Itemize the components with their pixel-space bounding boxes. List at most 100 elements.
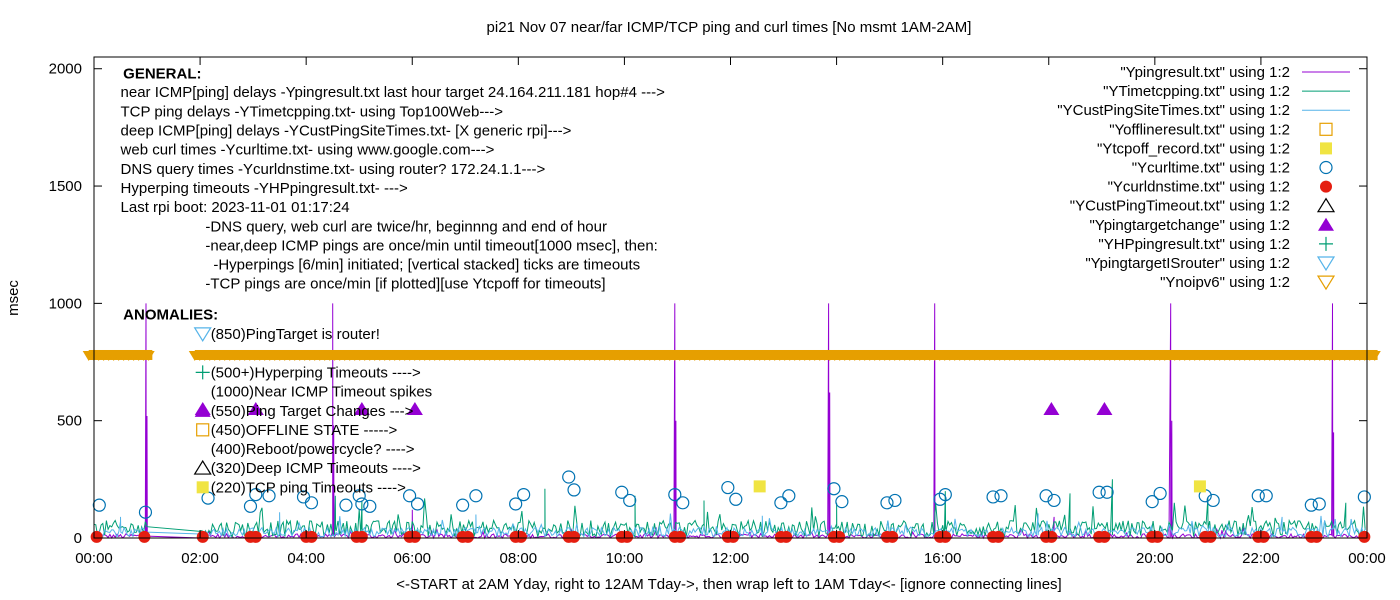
curl-point	[986, 490, 1000, 504]
curl-point	[676, 496, 690, 510]
dns-point	[90, 530, 103, 543]
noipv6-marker	[142, 350, 155, 361]
legend-label: "YCustPingTimeout.txt" using 1:2	[1070, 198, 1290, 215]
legend: "Ypingresult.txt" using 1:2 "YTimetcpping…	[1057, 64, 1350, 291]
dns-point	[1098, 530, 1111, 543]
dns-point	[408, 530, 421, 543]
target-change-point	[353, 401, 370, 415]
x-tick-label: 02:00	[181, 550, 219, 567]
curl-point	[1153, 486, 1167, 501]
target-change-point	[1096, 401, 1113, 415]
curl-point	[304, 496, 319, 510]
curl-point	[1206, 493, 1220, 508]
legend-swatch	[1319, 160, 1333, 175]
curl-point	[562, 470, 576, 484]
target-change-point	[406, 401, 423, 415]
dns-point	[674, 530, 687, 543]
annotation-text: -Hyperpings [6/min] initiated; [vertical…	[213, 257, 640, 274]
legend-swatch	[1318, 217, 1334, 231]
dns-point	[886, 530, 899, 543]
dns-point	[621, 530, 634, 543]
curl-point	[668, 487, 682, 502]
legend-label: "YHPpingresult.txt" using 1:2	[1098, 236, 1290, 253]
curl-point	[509, 497, 523, 511]
annotation-text: (850)PingTarget is router!	[211, 326, 380, 343]
legend-label: "YpingtargetISrouter" using 1:2	[1085, 255, 1290, 272]
dns-point	[249, 530, 262, 543]
dns-point	[1151, 530, 1164, 543]
curl-point	[888, 493, 902, 508]
dns-point	[138, 530, 151, 543]
x-tick-label: 00:00	[75, 550, 113, 567]
x-tick-label: 12:00	[712, 550, 750, 567]
x-tick-label: 00:00	[1348, 550, 1386, 567]
axes: 0 500 1000 1500 2000 00:00 02:00 04:00 06:00 08:0…	[49, 56, 1386, 567]
curl-point	[1259, 489, 1273, 503]
annotation-text: (450)OFFLINE STATE ----->	[211, 422, 398, 439]
curl-point	[1047, 493, 1061, 508]
tcp-timeout-point	[753, 480, 766, 493]
curl-point	[1251, 489, 1265, 503]
dns-point	[568, 530, 581, 543]
legend-swatch	[1316, 275, 1336, 291]
curl-point	[1092, 485, 1106, 499]
annotation-text: (550)Ping Target Changes --->	[211, 403, 414, 420]
annotation-text: -DNS query, web curl are twice/hr, begin…	[205, 218, 607, 235]
curl-point	[1312, 497, 1326, 511]
dns-point	[1204, 530, 1217, 543]
annotation-text: (500+)Hyperping Timeouts ---->	[211, 364, 421, 381]
annotation-marker	[193, 459, 212, 475]
curl-point	[92, 498, 106, 512]
dns-point	[780, 530, 793, 543]
curl-point	[456, 498, 470, 512]
legend-swatch	[1319, 236, 1333, 251]
y-axis-label: msec	[5, 280, 22, 316]
legend-label: "Ycurldnstime.txt" using 1:2	[1108, 179, 1290, 196]
noipv6-marker	[1368, 350, 1381, 361]
y-tick-label: 1500	[49, 178, 82, 195]
annotation-text: (320)Deep ICMP Timeouts ---->	[211, 460, 421, 477]
curl-point	[249, 487, 263, 502]
legend-label: "Ycurltime.txt" using 1:2	[1132, 160, 1290, 177]
annotation-text: near ICMP[ping] delays -Ypingresult.txt …	[121, 84, 666, 101]
x-tick-label: 18:00	[1030, 550, 1068, 567]
dns-point	[1358, 530, 1371, 543]
y-tick-label: 500	[57, 413, 82, 430]
curl-point	[1039, 489, 1053, 503]
dns-point	[727, 530, 740, 543]
dns-point	[305, 530, 318, 543]
annotation-text: web curl times -Ycurltime.txt- using www…	[120, 142, 495, 159]
dns-point	[1310, 530, 1323, 543]
curl-point	[938, 487, 952, 502]
x-tick-label: 14:00	[818, 550, 856, 567]
annotation-text: Last rpi boot: 2023-11-01 01:17:24	[121, 199, 350, 216]
curl-point	[782, 489, 796, 503]
curl-point	[880, 496, 894, 510]
annotation-text: GENERAL:	[123, 65, 201, 82]
curl-point	[994, 489, 1008, 503]
annotation-text: deep ICMP[ping] delays -YCustPingSiteTim…	[121, 123, 572, 140]
annotation-text: (220)TCP ping Timeouts ---->	[211, 479, 406, 496]
curl-point	[721, 480, 735, 495]
legend-label: "YTimetcpping.txt" using 1:2	[1103, 83, 1290, 100]
curl-point	[729, 492, 743, 506]
curl-point	[402, 489, 417, 503]
annotation-marker	[196, 423, 210, 437]
legend-swatch	[1320, 142, 1332, 155]
curl-point	[262, 489, 276, 503]
annotation-text: (400)Reboot/powercycle? ---->	[211, 441, 415, 458]
curl-point	[1145, 495, 1159, 509]
legend-label: "Ytcpoff_record.txt" using 1:2	[1097, 140, 1290, 157]
annotation-marker	[194, 403, 211, 417]
annotation-marker	[196, 481, 209, 494]
curl-point	[355, 497, 369, 511]
x-axis-label: <-START at 2AM Yday, right to 12AM Tday-…	[396, 576, 1061, 593]
x-tick-label: 06:00	[393, 550, 431, 567]
annotation-layer: GENERAL: near ICMP[ping] delays -Ypingres…	[120, 65, 666, 496]
legend-label: "Ypingtargetchange" using 1:2	[1089, 217, 1290, 234]
marker-layer	[82, 349, 1381, 543]
dns-point	[833, 530, 846, 543]
annotation-text: -near,deep ICMP pings are once/min until…	[205, 237, 657, 254]
series-line	[93, 512, 1366, 539]
